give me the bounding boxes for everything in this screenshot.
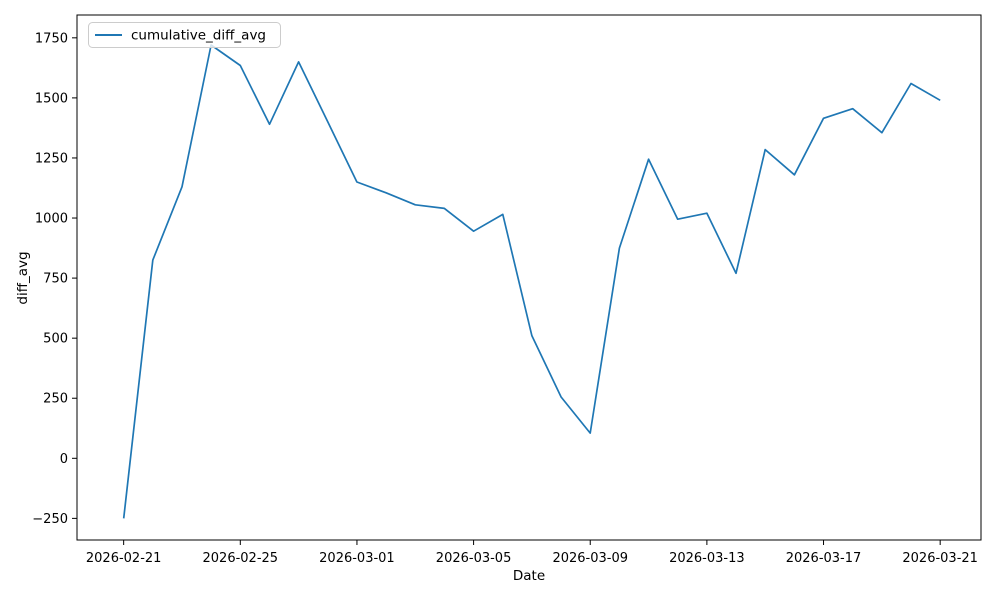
x-axis-ticks: 2026-02-21 2026-02-25 2026-03-01 2026-03-05… bbox=[86, 540, 978, 566]
y-axis-ticks: −250 0 250 500 750 1000 1250 1500 1750 bbox=[32, 31, 77, 527]
y-tick-label: 250 bbox=[43, 392, 68, 407]
x-tick-label: 2026-03-13 bbox=[669, 551, 745, 566]
y-tick-label: 750 bbox=[43, 272, 68, 287]
x-tick-label: 2026-02-25 bbox=[203, 551, 279, 566]
x-axis-label: Date bbox=[513, 568, 545, 584]
legend: cumulative_diff_avg bbox=[88, 22, 281, 48]
y-tick-label: 500 bbox=[43, 332, 68, 347]
x-tick-label: 2026-03-21 bbox=[902, 551, 978, 566]
legend-frame bbox=[88, 22, 281, 48]
y-tick-label: 1750 bbox=[35, 31, 68, 46]
y-tick-label: 1000 bbox=[35, 212, 68, 227]
x-tick-label: 2026-03-09 bbox=[552, 551, 628, 566]
axes-frame bbox=[76, 14, 982, 541]
x-tick-label: 2026-03-05 bbox=[436, 551, 512, 566]
y-tick-label: −250 bbox=[32, 512, 68, 527]
x-tick-label: 2026-02-21 bbox=[86, 551, 162, 566]
series-group bbox=[122, 44, 941, 519]
legend-label: cumulative_diff_avg bbox=[131, 28, 266, 44]
x-tick-label: 2026-03-17 bbox=[786, 551, 862, 566]
y-tick-label: 0 bbox=[60, 452, 68, 467]
y-axis-label: diff_avg bbox=[15, 251, 31, 304]
y-tick-label: 1500 bbox=[35, 91, 68, 106]
series-line-cumulative_diff_avg bbox=[122, 44, 941, 519]
x-tick-label: 2026-03-01 bbox=[319, 551, 395, 566]
y-tick-label: 1250 bbox=[35, 151, 68, 166]
